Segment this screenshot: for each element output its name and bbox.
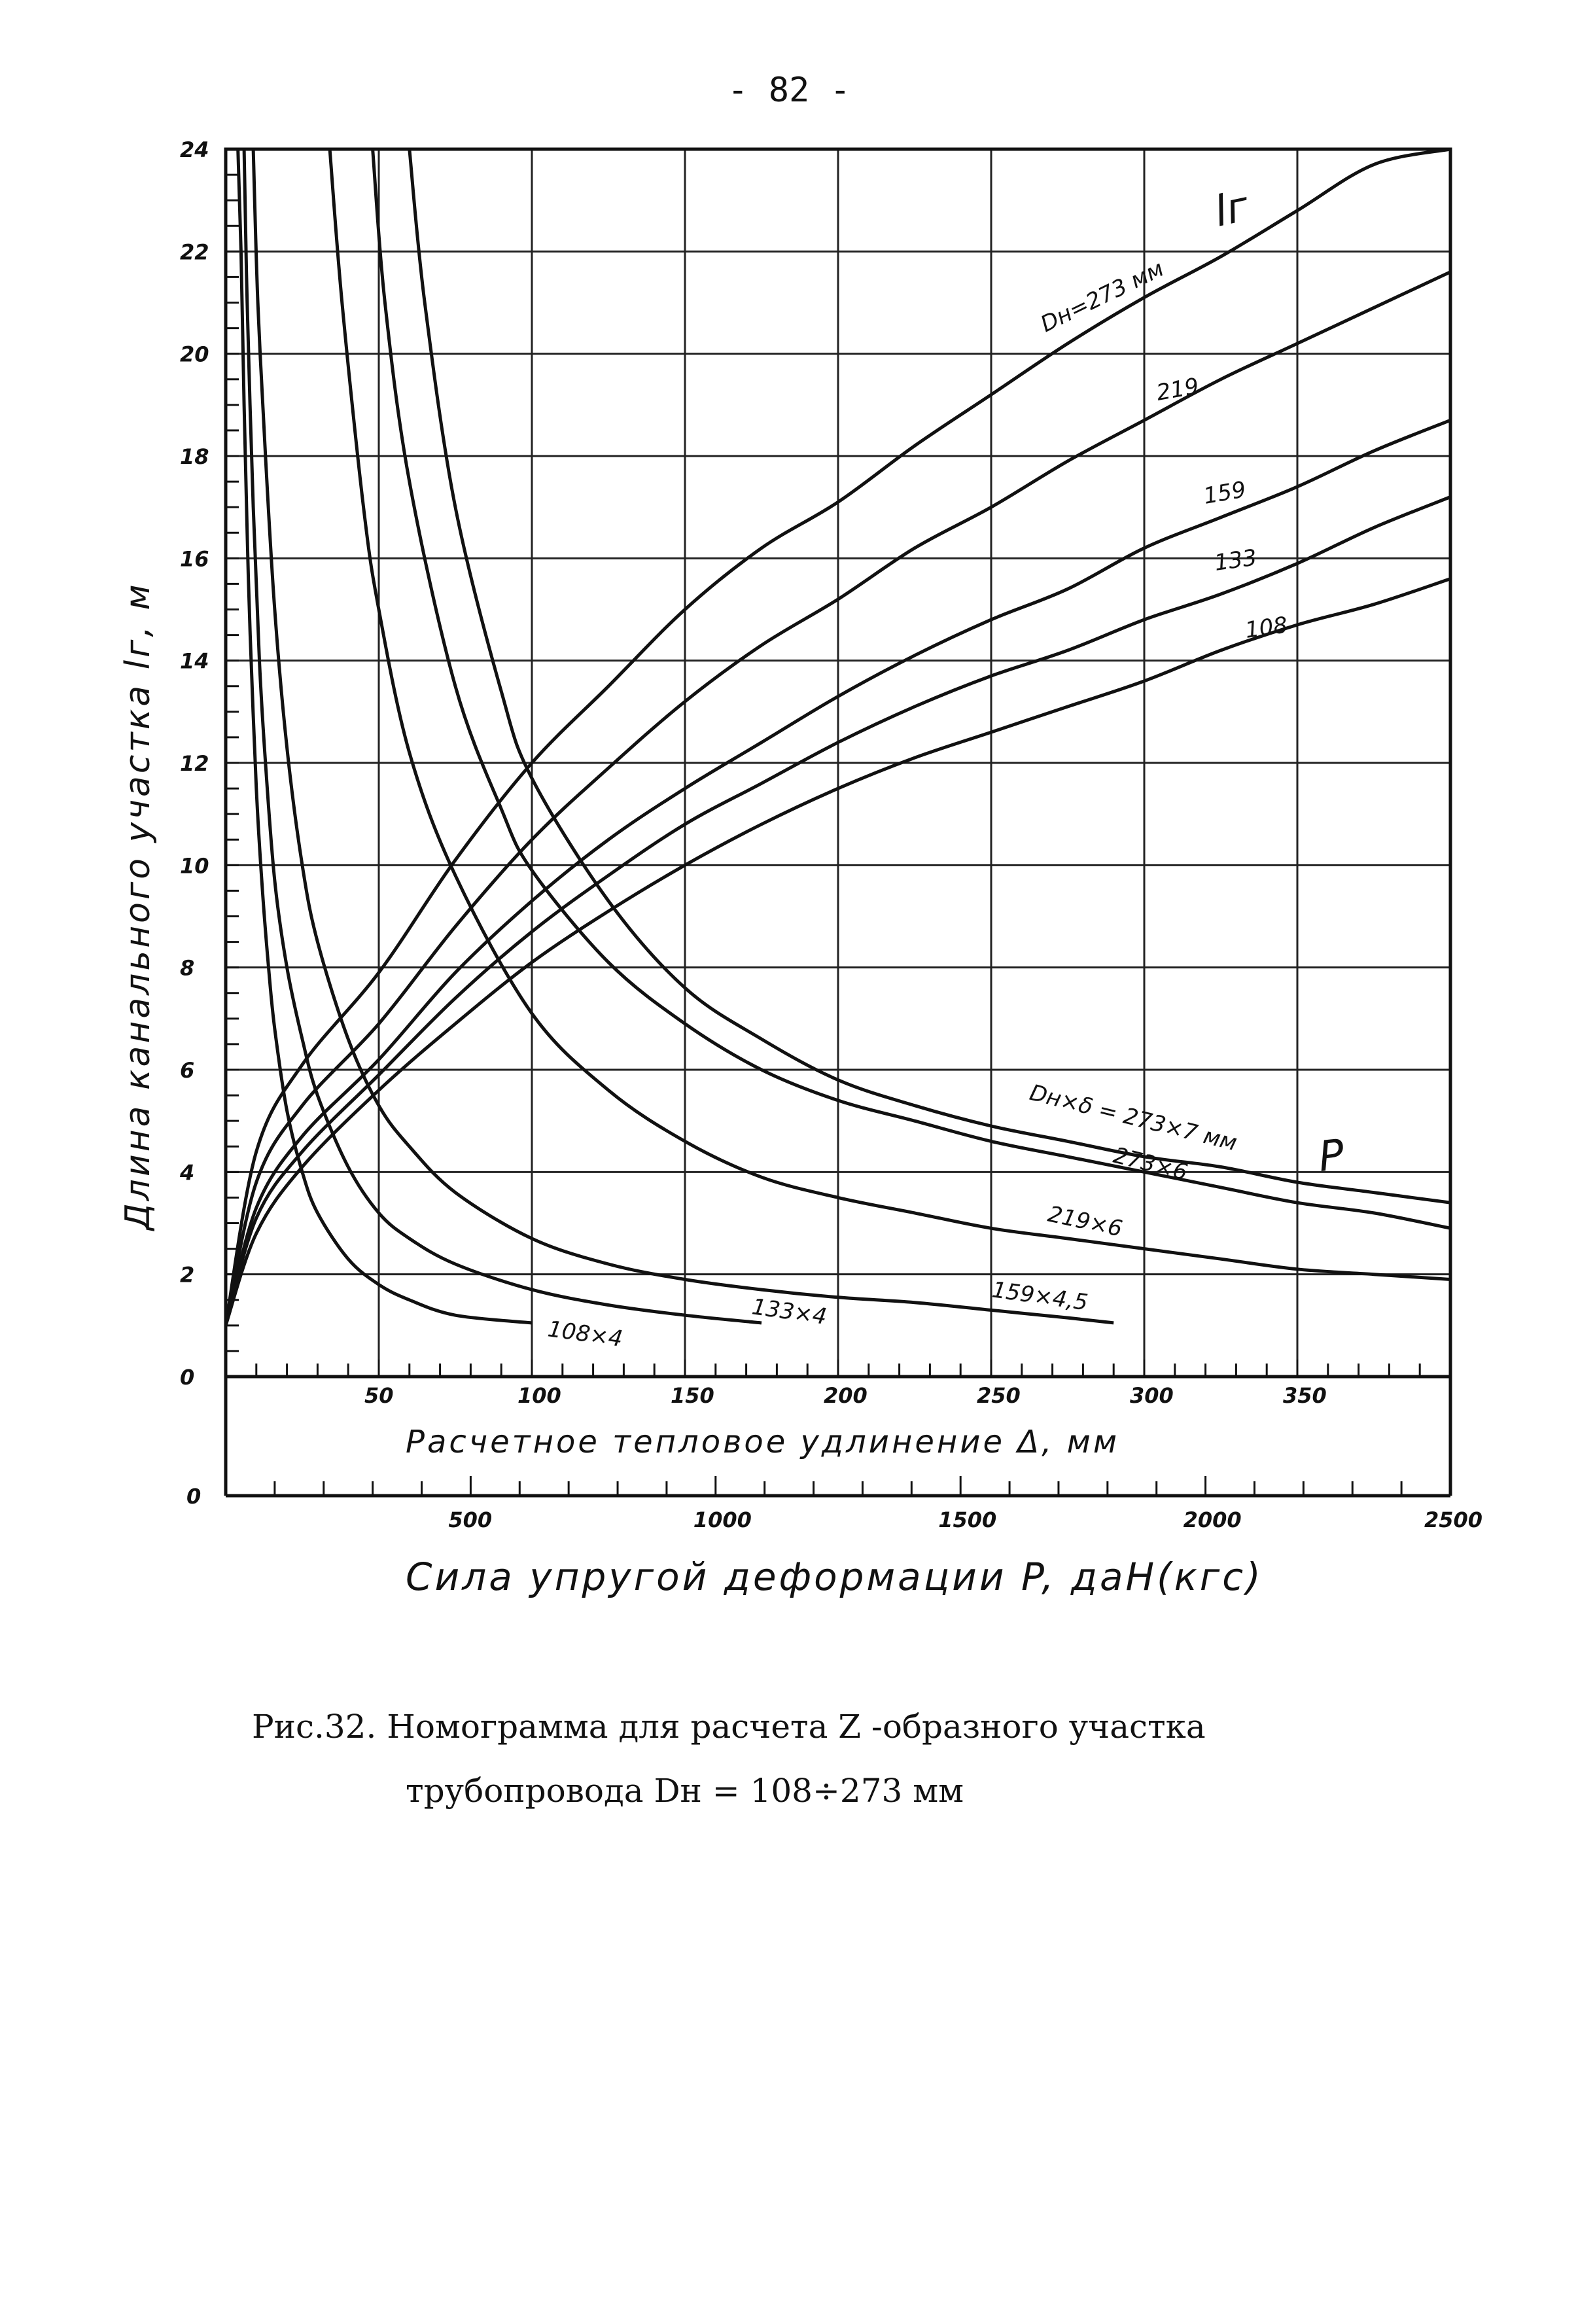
y-tick-label: 18 (180, 444, 209, 469)
label-l-133: 133 (1213, 544, 1259, 576)
label-p-273x7: Dн×δ = 273×7 мм (1027, 1080, 1240, 1156)
y-tick-label: 24 (180, 137, 209, 162)
y-tick-label: 12 (180, 751, 209, 776)
x-tick-label: 300 (1130, 1383, 1174, 1408)
label-l-159: 159 (1202, 476, 1248, 510)
page-number: - 82 - (728, 71, 850, 110)
x-tick-label: 250 (977, 1383, 1021, 1408)
figure-caption-line1: Рис.32. Номограмма для расчета Z -образн… (252, 1708, 1206, 1746)
x2-tick-label: 1500 (938, 1507, 996, 1532)
x-tick-label: 200 (824, 1383, 868, 1408)
y-tick-label: 8 (180, 956, 194, 981)
label-p-symbol: P (1316, 1131, 1347, 1182)
x2-tick-label: 1000 (693, 1507, 752, 1532)
curve-force-4 (242, 149, 762, 1325)
label-lg-symbol: lг (1210, 183, 1254, 237)
y-tick-label: 0 (180, 1365, 194, 1390)
y-tick-label: 4 (179, 1160, 194, 1185)
curve-force-5 (236, 149, 533, 1325)
x2-tick-label: 500 (448, 1507, 492, 1532)
curves (226, 149, 1450, 1326)
curve-length-4 (226, 577, 1450, 1326)
x2-tick-label: 2500 (1424, 1507, 1482, 1532)
x2-axis-title: Сила упругой деформации P, даН(кгс) (406, 1555, 1263, 1599)
y-tick-label: 14 (180, 649, 209, 674)
y-tick-label: 6 (180, 1058, 194, 1083)
label-l-108: 108 (1244, 612, 1289, 644)
curve-length-3 (226, 495, 1450, 1326)
x2-tick-label: 0 (186, 1484, 201, 1509)
label-p-133x4: 133×4 (750, 1294, 828, 1330)
curve-force-0 (408, 149, 1450, 1205)
y-tick-label: 16 (180, 546, 209, 571)
x-tick-label: 150 (671, 1383, 714, 1408)
label-p-273x6: 273×6 (1111, 1142, 1190, 1186)
curve-force-3 (251, 149, 1114, 1325)
plot-frame (224, 147, 1452, 1379)
y-tick-label: 2 (180, 1263, 194, 1288)
curve-force-1 (371, 149, 1450, 1230)
axis-ticks (226, 173, 1452, 1496)
y-tick-label: 22 (180, 239, 209, 264)
y-tick-label: 10 (180, 853, 209, 878)
figure-caption-line2: трубопровода Dн = 108÷273 мм (406, 1772, 964, 1810)
y-tick-label: 20 (180, 342, 209, 367)
x2-tick-label: 2000 (1184, 1507, 1242, 1532)
x-tick-label: 50 (364, 1383, 394, 1408)
y-axis-title: Длина канального участка lг, м (118, 582, 158, 1231)
x-axis-title: Расчетное тепловое удлинение Δ, мм (406, 1424, 1119, 1460)
curve-length-2 (226, 418, 1450, 1326)
curve-force-2 (328, 149, 1450, 1281)
label-p-108x4: 108×4 (546, 1316, 624, 1352)
label-l-219: 219 (1155, 373, 1201, 406)
x-tick-label: 350 (1283, 1383, 1327, 1408)
grid (226, 149, 1450, 1377)
x-tick-label: 100 (517, 1383, 561, 1408)
